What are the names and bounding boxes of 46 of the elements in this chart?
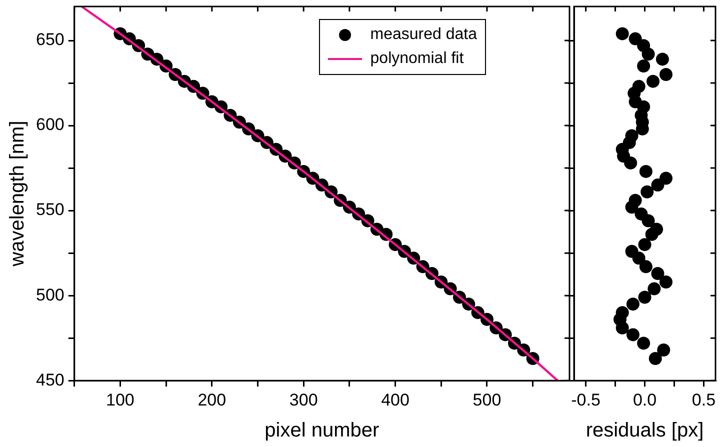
point xyxy=(651,178,664,192)
point xyxy=(656,52,669,66)
x-axis-title: pixel number xyxy=(264,420,380,442)
point xyxy=(626,298,640,311)
point xyxy=(632,252,646,265)
y-tick-label: 550 xyxy=(36,200,64,220)
point xyxy=(639,164,652,178)
point xyxy=(625,200,638,214)
point xyxy=(639,260,652,274)
point xyxy=(638,238,652,252)
point xyxy=(659,172,672,185)
x-axis-title: residuals [px] xyxy=(586,420,704,442)
point xyxy=(642,214,655,228)
point xyxy=(648,282,661,296)
point xyxy=(642,48,655,61)
point xyxy=(648,352,662,365)
point xyxy=(637,336,650,350)
x-tick-label: 400 xyxy=(381,390,410,410)
y-tick-label: 600 xyxy=(36,115,64,134)
y-tick-label: 500 xyxy=(36,285,64,304)
x-tick-label: 100 xyxy=(106,390,134,410)
point xyxy=(646,74,660,88)
x-tick-label: 0.0 xyxy=(632,390,657,410)
point xyxy=(651,266,664,280)
point xyxy=(626,328,640,342)
legend-label: measured data xyxy=(370,25,477,45)
x-tick-label: 300 xyxy=(289,390,318,410)
point xyxy=(659,68,672,82)
point xyxy=(638,290,652,304)
point xyxy=(616,321,629,334)
point xyxy=(645,228,658,241)
legend-label: polynomial fit xyxy=(370,49,464,69)
point xyxy=(657,343,670,356)
x-tick-label: 500 xyxy=(472,390,502,410)
y-tick-label: 450 xyxy=(36,370,64,390)
point xyxy=(659,275,672,288)
point xyxy=(628,32,642,46)
point xyxy=(616,27,629,40)
point xyxy=(624,156,638,170)
x-tick-label: -0.5 xyxy=(571,390,600,410)
point xyxy=(637,60,650,73)
x-tick-label: 0.5 xyxy=(692,390,716,410)
y-axis-title: wavelength [nm] xyxy=(6,120,29,268)
y-tick-label: 650 xyxy=(36,30,64,50)
point xyxy=(640,185,654,198)
x-tick-label: 200 xyxy=(198,390,226,410)
